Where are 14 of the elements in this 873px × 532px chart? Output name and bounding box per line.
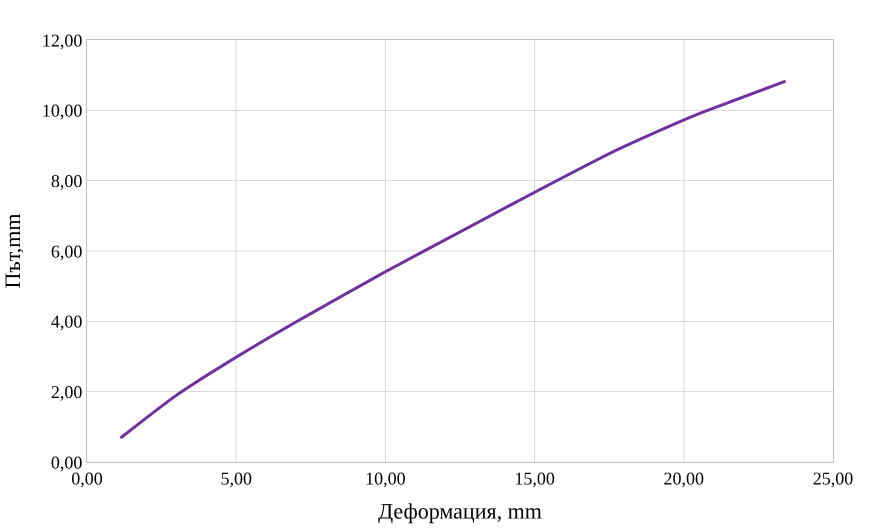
x-tick-label: 10,00 — [365, 468, 406, 489]
x-tick-label: 20,00 — [664, 468, 704, 489]
y-tick-label: 10,00 — [42, 100, 82, 121]
x-axis-title: Деформация, mm — [378, 498, 542, 524]
y-tick-label: 6,00 — [50, 241, 82, 262]
line-series — [118, 80, 788, 440]
y-tick-label: 8,00 — [50, 170, 82, 191]
y-tick-label: 2,00 — [50, 382, 82, 402]
x-tick-label: 15,00 — [514, 468, 555, 489]
x-tick-label: 5,00 — [220, 468, 252, 489]
y-tick-label: 12,00 — [42, 30, 82, 50]
x-tick-label: 25,00 — [812, 468, 854, 489]
y-axis-title: Път,mm — [0, 214, 25, 288]
y-tick-label: 4,00 — [50, 312, 82, 332]
